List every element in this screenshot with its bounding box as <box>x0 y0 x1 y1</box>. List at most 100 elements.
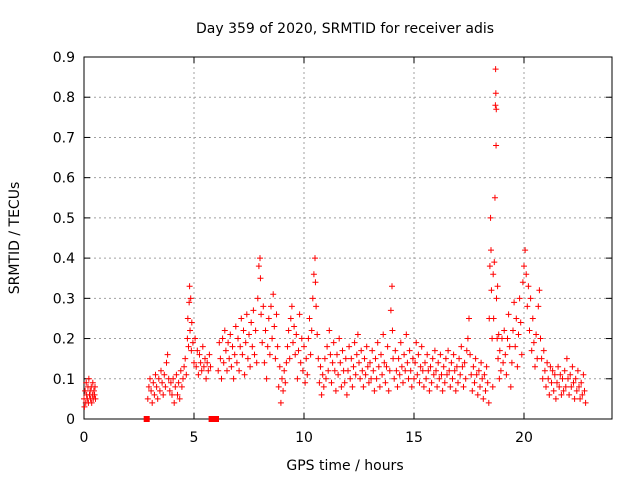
data-point <box>173 371 180 378</box>
data-point <box>411 375 417 382</box>
data-point <box>331 367 338 374</box>
data-point <box>319 371 326 378</box>
data-point <box>292 351 299 358</box>
data-point <box>530 339 537 346</box>
data-point <box>493 106 500 113</box>
data-point <box>287 315 294 322</box>
data-point <box>396 371 403 378</box>
data-point <box>543 383 549 390</box>
data-point <box>275 383 282 390</box>
y-tick-label: 0.4 <box>53 251 75 267</box>
data-point <box>158 367 164 374</box>
data-point <box>453 363 460 370</box>
data-point <box>279 375 285 382</box>
data-point <box>90 387 97 394</box>
data-point <box>495 331 502 338</box>
data-point <box>490 315 497 322</box>
data-point <box>271 323 278 330</box>
data-point <box>316 379 323 386</box>
data-point <box>191 359 197 366</box>
data-point <box>226 355 233 362</box>
data-point <box>513 315 520 322</box>
data-point <box>572 375 579 382</box>
data-point <box>327 351 334 358</box>
data-point <box>492 66 499 73</box>
data-point <box>437 351 444 358</box>
data-point <box>373 375 380 382</box>
y-tick-label: 0.9 <box>53 50 75 66</box>
data-point <box>484 379 491 386</box>
data-point <box>578 379 585 386</box>
data-point <box>582 399 589 406</box>
data-point <box>170 375 177 382</box>
data-point <box>270 291 277 298</box>
data-point <box>505 311 512 318</box>
data-point <box>559 375 566 382</box>
data-point <box>81 403 88 410</box>
data-point <box>561 367 568 374</box>
data-point <box>162 383 169 390</box>
data-point <box>518 351 525 358</box>
data-point <box>351 339 358 346</box>
data-point <box>434 383 441 390</box>
data-point <box>358 347 365 354</box>
data-point <box>347 375 354 382</box>
data-point <box>237 343 244 350</box>
data-point <box>265 315 272 322</box>
data-point <box>330 339 337 346</box>
data-point <box>463 347 470 354</box>
data-point <box>286 355 293 362</box>
data-point <box>416 379 423 386</box>
data-point <box>248 319 255 326</box>
data-point <box>231 351 238 358</box>
data-point <box>558 391 565 398</box>
data-point <box>523 271 530 278</box>
data-point <box>383 363 390 370</box>
data-point <box>352 371 359 378</box>
data-point <box>152 371 159 378</box>
data-point <box>294 375 301 382</box>
y-tick-label: 0.6 <box>53 171 75 187</box>
data-point <box>288 303 295 310</box>
data-point <box>233 359 240 366</box>
data-point <box>156 387 163 394</box>
data-point <box>328 379 335 386</box>
data-point <box>290 339 296 346</box>
data-point <box>526 327 533 334</box>
data-point <box>539 375 546 382</box>
data-point <box>519 279 526 286</box>
data-point <box>389 327 396 334</box>
data-point <box>479 375 486 382</box>
data-point <box>144 395 151 402</box>
data-point <box>568 383 575 390</box>
data-point <box>203 375 210 382</box>
data-point <box>501 327 508 334</box>
data-point <box>359 367 366 374</box>
data-point <box>350 363 357 370</box>
data-point <box>397 339 404 346</box>
data-point <box>489 335 496 342</box>
data-point <box>229 343 236 350</box>
data-point <box>187 295 194 302</box>
data-point <box>426 387 433 394</box>
data-point <box>369 347 376 354</box>
data-point <box>184 335 191 342</box>
data-point <box>222 347 229 354</box>
data-point <box>176 395 183 402</box>
data-point <box>522 247 529 254</box>
data-point <box>216 339 223 346</box>
data-point <box>218 375 225 382</box>
data-point <box>266 351 273 358</box>
y-tick-label: 0.7 <box>53 130 75 146</box>
data-point <box>444 371 450 378</box>
data-point <box>536 287 543 294</box>
data-point <box>566 391 573 398</box>
data-point <box>310 271 317 278</box>
data-point <box>471 379 478 386</box>
data-point <box>313 303 320 310</box>
data-point <box>378 351 384 358</box>
data-point <box>291 323 298 330</box>
data-point <box>374 339 381 346</box>
data-point <box>525 283 532 290</box>
data-point <box>493 142 500 149</box>
